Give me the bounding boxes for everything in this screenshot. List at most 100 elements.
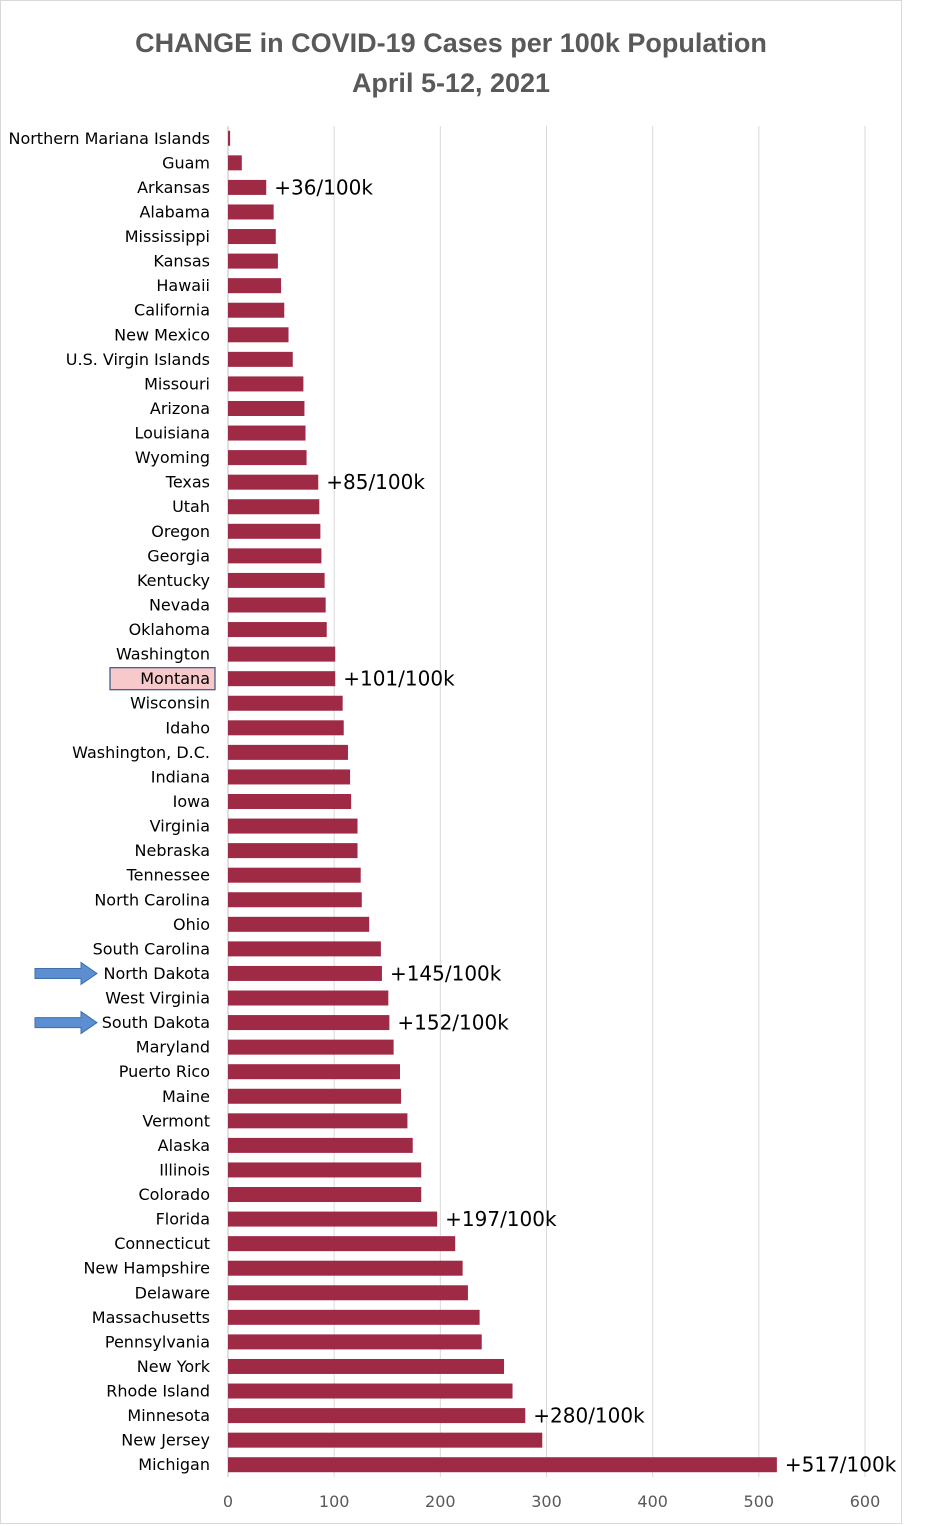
- bar: [228, 1334, 482, 1350]
- category-label: Vermont: [142, 1111, 210, 1130]
- bar: [228, 278, 282, 294]
- data-label: +145/100k: [390, 961, 502, 985]
- bar: [228, 1358, 505, 1374]
- bar: [228, 720, 344, 736]
- bar: [228, 965, 382, 981]
- category-label: Nevada: [149, 595, 210, 614]
- category-label: New York: [137, 1357, 211, 1376]
- chart-subtitle: April 5-12, 2021: [351, 68, 551, 98]
- bar: [228, 646, 336, 662]
- bar: [228, 1383, 513, 1399]
- category-label: Arizona: [150, 399, 210, 418]
- arrow-icon: [34, 961, 98, 986]
- bar: [228, 769, 351, 785]
- category-label: South Carolina: [93, 939, 210, 958]
- x-tick-label: 500: [744, 1492, 775, 1511]
- category-label: California: [134, 301, 210, 320]
- category-label: North Carolina: [94, 890, 210, 909]
- category-label: Arkansas: [137, 178, 210, 197]
- bar: [228, 179, 267, 195]
- bar: [228, 253, 278, 269]
- bar: [228, 744, 348, 760]
- x-tick-label: 400: [637, 1492, 668, 1511]
- bar: [228, 1113, 408, 1129]
- data-label: +280/100k: [533, 1404, 645, 1428]
- x-tick-label: 200: [425, 1492, 456, 1511]
- bar: [228, 1432, 543, 1448]
- category-label: South Dakota: [102, 1013, 210, 1032]
- category-label: Kentucky: [137, 571, 210, 590]
- x-tick-label: 0: [223, 1492, 233, 1511]
- category-label: Maryland: [136, 1038, 210, 1057]
- x-tick-label: 600: [850, 1492, 881, 1511]
- x-tick-label: 100: [319, 1492, 350, 1511]
- bar: [228, 474, 319, 490]
- bar: [228, 548, 322, 564]
- bar: [228, 597, 326, 613]
- category-label: New Hampshire: [83, 1259, 210, 1278]
- category-label: Kansas: [153, 252, 210, 271]
- bar: [228, 941, 381, 957]
- category-label: Louisiana: [134, 424, 210, 443]
- bar: [228, 302, 285, 318]
- bar: [228, 130, 231, 146]
- category-label: Virginia: [150, 817, 210, 836]
- category-label: North Dakota: [103, 964, 210, 983]
- category-label: New Mexico: [114, 325, 210, 344]
- bar: [228, 1260, 463, 1276]
- bar: [228, 1236, 456, 1252]
- category-label: Connecticut: [114, 1234, 210, 1253]
- category-label: Georgia: [147, 546, 210, 565]
- bar: [228, 990, 389, 1006]
- data-label: +101/100k: [343, 667, 455, 691]
- bar: [228, 671, 336, 687]
- category-label: Illinois: [159, 1160, 210, 1179]
- category-label: Ohio: [173, 915, 210, 934]
- bar: [228, 1408, 526, 1424]
- bar: [228, 523, 321, 539]
- category-label: Maine: [162, 1087, 210, 1106]
- bar: [228, 1088, 402, 1104]
- arrow-icon: [34, 1010, 98, 1035]
- bar: [228, 572, 325, 588]
- x-tick-label: 300: [531, 1492, 562, 1511]
- data-label: +152/100k: [397, 1011, 509, 1035]
- data-label: +85/100k: [326, 470, 425, 494]
- category-label: Minnesota: [127, 1406, 210, 1425]
- bar: [228, 229, 276, 245]
- category-label: Utah: [172, 497, 210, 516]
- bar: [228, 622, 327, 638]
- category-label: Mississippi: [125, 227, 210, 246]
- category-label: Delaware: [135, 1283, 210, 1302]
- category-label: Wisconsin: [130, 694, 210, 713]
- category-label: Northern Mariana Islands: [8, 129, 210, 148]
- category-label: Iowa: [173, 792, 210, 811]
- bar: [228, 1211, 438, 1227]
- category-label: Puerto Rico: [119, 1062, 210, 1081]
- category-label: Oregon: [151, 522, 210, 541]
- category-label: Tennessee: [126, 866, 210, 885]
- bar: [228, 843, 358, 859]
- category-label: Colorado: [138, 1185, 210, 1204]
- bar: [228, 1064, 400, 1080]
- category-label: Guam: [162, 153, 210, 172]
- category-label: Alabama: [139, 202, 210, 221]
- category-label: Idaho: [165, 718, 210, 737]
- category-label: Missouri: [144, 374, 210, 393]
- bar: [228, 695, 343, 711]
- category-label: Rhode Island: [106, 1382, 210, 1401]
- bar: [228, 376, 304, 392]
- bar: [228, 1309, 480, 1325]
- bar: [228, 818, 358, 834]
- category-label: Washington, D.C.: [72, 743, 210, 762]
- category-label: Montana: [140, 669, 210, 688]
- category-label: New Jersey: [121, 1431, 210, 1450]
- bar: [228, 1162, 422, 1178]
- bar: [228, 1137, 413, 1153]
- chart-title: CHANGE in COVID-19 Cases per 100k Popula…: [135, 28, 767, 58]
- data-label: +36/100k: [274, 175, 373, 199]
- category-label: Michigan: [138, 1455, 210, 1474]
- category-label: Hawaii: [156, 276, 210, 295]
- highlight-box: [109, 667, 216, 691]
